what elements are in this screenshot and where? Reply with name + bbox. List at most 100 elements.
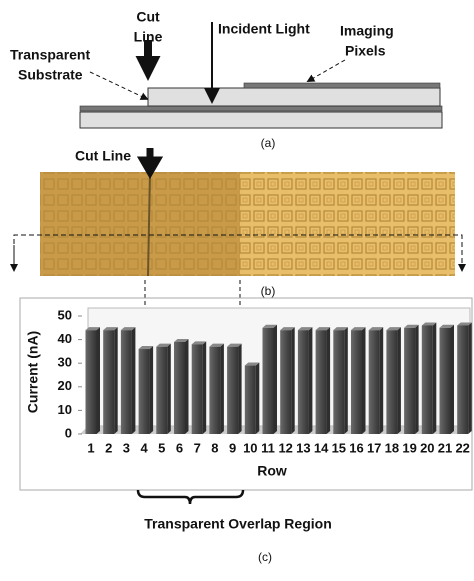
x-tick-label: 17 — [367, 440, 381, 455]
caption: (b) — [261, 284, 276, 298]
bar — [227, 346, 239, 434]
bar-side — [308, 327, 313, 434]
x-tick-label: 21 — [438, 440, 452, 455]
bar-side — [131, 327, 136, 434]
bar-top — [439, 324, 454, 328]
bar-top — [209, 343, 224, 347]
x-tick-label: 20 — [420, 440, 434, 455]
x-tick-label: 8 — [211, 440, 218, 455]
bar-top — [156, 343, 171, 347]
bar — [244, 365, 256, 434]
bar-side — [273, 324, 277, 434]
x-tick-label: 10 — [243, 440, 257, 455]
y-tick-label: 10 — [58, 402, 72, 417]
bar — [386, 330, 398, 434]
y-tick-label: 20 — [58, 378, 72, 393]
x-tick-label: 19 — [402, 440, 416, 455]
bar — [404, 327, 416, 434]
x-tick-label: 4 — [140, 440, 148, 455]
bar — [103, 330, 115, 434]
label: Pixels — [345, 43, 386, 59]
bar — [174, 341, 185, 434]
x-tick-label: 9 — [229, 440, 236, 455]
label: Imaging — [340, 23, 394, 39]
bar — [439, 327, 451, 434]
bar-side — [255, 362, 260, 434]
bar — [191, 344, 203, 434]
x-tick-label: 14 — [314, 440, 329, 455]
bar-side — [238, 343, 242, 434]
bar — [138, 349, 150, 434]
bar — [368, 330, 380, 434]
cross-section — [79, 22, 443, 129]
label: Substrate — [18, 67, 83, 83]
bar-side — [202, 341, 207, 434]
bracket — [136, 489, 245, 505]
bar — [280, 330, 292, 434]
bar — [156, 346, 168, 434]
micrograph — [10, 148, 466, 316]
bar — [262, 327, 274, 434]
x-tick-label: 3 — [123, 440, 130, 455]
bar-top — [280, 327, 295, 331]
label: Cut Line — [75, 148, 131, 164]
bar — [297, 330, 309, 434]
caption: (a) — [261, 136, 276, 150]
bar-top — [333, 327, 348, 331]
bar-top — [138, 346, 154, 350]
bar — [315, 330, 327, 434]
y-axis-label: Current (nA) — [25, 331, 41, 413]
bar — [209, 346, 221, 434]
bar-top — [421, 322, 437, 326]
bar-top — [368, 327, 384, 331]
bar-side — [185, 338, 189, 434]
x-axis-label: Row — [257, 463, 287, 479]
bar-top — [120, 327, 136, 331]
bar — [351, 330, 362, 434]
label: Transparent — [10, 47, 90, 63]
bar-top — [351, 327, 366, 331]
bar-top — [85, 327, 100, 331]
bar-side — [450, 324, 454, 434]
x-tick-label: 2 — [105, 440, 112, 455]
bar-side — [96, 327, 100, 434]
x-tick-label: 22 — [455, 440, 469, 455]
chart-frame — [19, 297, 473, 491]
bar-side — [326, 327, 331, 434]
x-tick-label: 13 — [296, 440, 310, 455]
bar-side — [114, 327, 118, 434]
x-tick-label: 11 — [261, 440, 275, 455]
bar-side — [362, 327, 366, 434]
label: Line — [134, 29, 163, 45]
x-tick-label: 16 — [349, 440, 363, 455]
bar-top — [174, 338, 189, 342]
bar-top — [227, 343, 242, 347]
bar-side — [149, 346, 154, 434]
bar-side — [344, 327, 348, 434]
y-tick-label: 0 — [65, 425, 72, 440]
bar — [85, 330, 97, 434]
x-tick-label: 12 — [278, 440, 292, 455]
bar-side — [220, 343, 224, 434]
x-tick-label: 15 — [332, 440, 346, 455]
bar-top — [386, 327, 401, 331]
bar — [457, 325, 469, 434]
bar — [421, 325, 433, 434]
bar-top — [103, 327, 118, 331]
bar-top — [244, 362, 260, 366]
annotation: Transparent Overlap Region — [144, 516, 332, 532]
bar-top — [262, 324, 277, 328]
bar-side — [291, 327, 295, 434]
x-tick-label: 6 — [176, 440, 183, 455]
bar — [333, 330, 345, 434]
x-tick-label: 1 — [87, 440, 94, 455]
bar-side — [167, 343, 171, 434]
x-tick-label: 7 — [194, 440, 201, 455]
label: Incident Light — [218, 21, 310, 37]
y-tick-label: 30 — [58, 355, 72, 370]
label: Cut — [136, 9, 160, 25]
bar-side — [432, 322, 437, 434]
bar-top — [315, 327, 331, 331]
bar-top — [404, 324, 419, 328]
